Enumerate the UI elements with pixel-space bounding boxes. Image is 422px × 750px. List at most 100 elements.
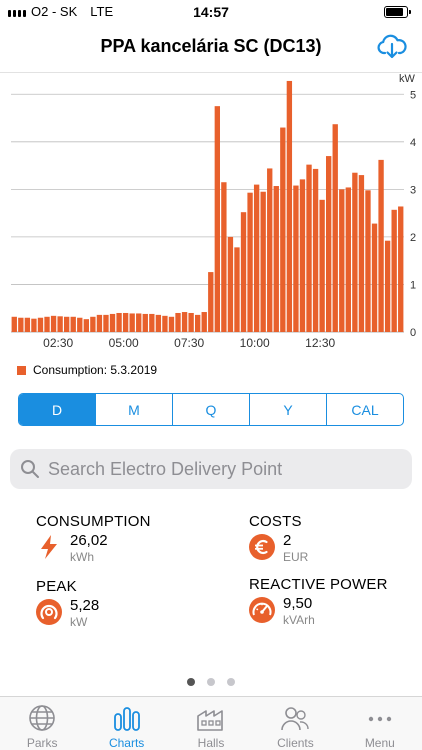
- cloud-download-button[interactable]: [376, 30, 408, 62]
- period-year[interactable]: Y: [250, 394, 327, 425]
- chart-bar: [391, 209, 397, 332]
- period-day[interactable]: D: [19, 394, 96, 425]
- period-calendar[interactable]: CAL: [351, 401, 379, 418]
- signal-icon: [8, 7, 26, 17]
- globe-icon: [29, 705, 56, 731]
- x-tick-label: 02:30: [43, 336, 73, 350]
- period-month[interactable]: M: [96, 394, 173, 425]
- chart-bar: [44, 316, 50, 332]
- speedometer-icon: [249, 597, 275, 623]
- chart-bar: [339, 189, 345, 332]
- chart-bar: [70, 316, 76, 332]
- consumption-label: CONSUMPTION: [36, 513, 151, 530]
- tab-menu-label: Menu: [364, 736, 395, 750]
- chart-bar: [384, 240, 391, 332]
- period-quarter[interactable]: Q: [173, 394, 250, 425]
- reactive-power-value: 9,50: [283, 595, 313, 612]
- chart-bar: [142, 313, 148, 332]
- legend-label: Consumption: 5.3.2019: [33, 363, 158, 377]
- search-bar[interactable]: [10, 449, 412, 489]
- peak-stat: PEAK 5,28 kW: [36, 578, 99, 629]
- peak-gauge-icon: [36, 599, 62, 625]
- carrier-info: O2 - SK LTE: [8, 4, 113, 19]
- more-icon: [368, 716, 392, 722]
- chart-bar: [371, 223, 378, 332]
- chart-bar: [306, 164, 312, 332]
- tab-clients-label: Clients: [277, 736, 314, 750]
- y-tick-label: 1: [410, 279, 416, 291]
- chart-bar: [149, 313, 155, 332]
- reactive-power-unit: kVArh: [283, 613, 315, 627]
- chart-bar: [280, 127, 286, 332]
- consumption-value: 26,02: [70, 532, 108, 549]
- chart-bar: [299, 179, 306, 332]
- chart-bar: [358, 175, 365, 332]
- chart-bar: [162, 315, 168, 332]
- page-dot: [207, 678, 215, 686]
- cloud-download-icon: [377, 34, 407, 59]
- tab-menu[interactable]: Menu: [338, 697, 422, 750]
- consumption-chart[interactable]: kW 0 1 2 3 4 5 02:30 05:00 07:30 10:00 12:30: [0, 70, 422, 355]
- costs-value: 2: [283, 532, 292, 549]
- tab-clients[interactable]: Clients: [253, 697, 337, 750]
- peak-value: 5,28: [70, 597, 100, 614]
- chart-bar: [221, 182, 227, 332]
- search-input[interactable]: [48, 458, 388, 480]
- people-icon: [281, 707, 310, 731]
- chart-bar: [57, 316, 63, 332]
- chart-bar: [168, 316, 175, 332]
- chart-legend: Consumption: 5.3.2019: [17, 363, 157, 377]
- factory-icon: [197, 710, 223, 731]
- tab-charts[interactable]: Charts: [84, 697, 168, 750]
- chart-bar: [155, 314, 162, 332]
- chart-bar: [122, 312, 129, 332]
- tab-charts-label: Charts: [108, 736, 145, 750]
- tab-halls-label: Halls: [197, 736, 225, 750]
- legend-swatch: [17, 365, 26, 375]
- chart-bar: [378, 159, 384, 332]
- costs-stat: COSTS 2 EUR: [249, 513, 308, 564]
- chart-bar: [181, 312, 188, 332]
- chart-bar: [11, 316, 17, 332]
- chart-bar: [326, 156, 332, 332]
- costs-label: COSTS: [249, 513, 302, 530]
- chart-bar: [286, 80, 293, 332]
- y-tick-label: 4: [410, 137, 416, 149]
- consumption-stat: CONSUMPTION 26,02 kWh: [36, 513, 151, 564]
- chart-bar: [24, 317, 31, 332]
- chart-bar: [188, 312, 194, 332]
- tab-halls[interactable]: Halls: [169, 697, 253, 750]
- chart-bar: [319, 199, 325, 332]
- y-tick-label: 0: [410, 327, 416, 339]
- peak-unit: kW: [70, 615, 88, 629]
- chart-bar: [398, 206, 404, 332]
- bar-chart-icon: [113, 707, 140, 731]
- lightning-icon: [41, 535, 57, 559]
- chart-bar: [293, 185, 299, 332]
- chart-bar: [90, 316, 96, 332]
- page-dot: [187, 678, 195, 686]
- chart-bar: [234, 247, 240, 332]
- chart-bar: [31, 318, 37, 332]
- chart-bar: [77, 317, 83, 332]
- y-tick-label: 5: [410, 89, 416, 101]
- reactive-power-stat: REACTIVE POWER 9,50 kVArh: [249, 576, 388, 627]
- chart-bar: [365, 190, 371, 332]
- chart-bar: [64, 316, 70, 332]
- chart-bar: [18, 317, 24, 332]
- chart-bar: [129, 313, 135, 332]
- chart-bar: [352, 172, 358, 332]
- tab-bar: Parks Charts Halls Clients: [0, 696, 422, 750]
- page-dot: [227, 678, 235, 686]
- chart-bar: [136, 313, 142, 332]
- chart-bar: [208, 272, 214, 332]
- chart-bar: [83, 319, 89, 332]
- chart-bar: [175, 312, 181, 332]
- page-title: PPA kancelária SC (DC13): [100, 36, 322, 56]
- tab-parks[interactable]: Parks: [0, 697, 84, 750]
- page-indicator[interactable]: [0, 678, 422, 686]
- reactive-power-label: REACTIVE POWER: [249, 576, 388, 593]
- carrier-name: O2 - SK: [31, 4, 78, 19]
- status-bar: O2 - SK LTE 14:57: [0, 0, 422, 24]
- x-tick-label: 10:00: [240, 336, 270, 350]
